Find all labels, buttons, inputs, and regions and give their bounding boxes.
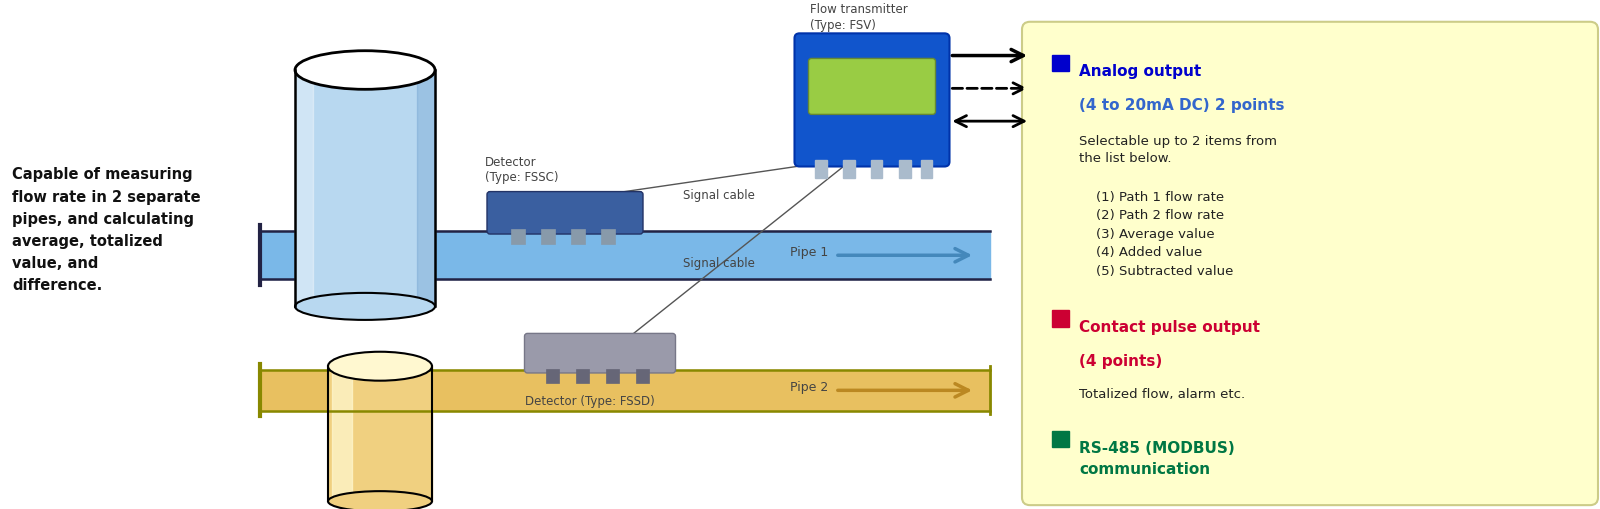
Ellipse shape (328, 352, 432, 381)
Ellipse shape (294, 293, 435, 320)
Bar (333, 366, 352, 501)
Bar (1053, 55, 1069, 72)
Bar (328, 366, 432, 501)
Bar (605, 370, 619, 383)
FancyBboxPatch shape (486, 192, 643, 235)
Bar (899, 160, 910, 179)
Bar (843, 160, 854, 179)
Bar (920, 160, 933, 179)
Bar (259, 371, 990, 411)
Bar (294, 71, 435, 307)
Bar (510, 230, 525, 244)
Bar (814, 160, 827, 179)
Text: Pipe 2: Pipe 2 (790, 380, 829, 393)
Bar (418, 71, 435, 307)
Ellipse shape (328, 491, 432, 509)
Text: Signal cable: Signal cable (683, 257, 755, 270)
Bar (546, 370, 558, 383)
Bar (870, 160, 883, 179)
Bar (576, 370, 589, 383)
Text: (4 points): (4 points) (1078, 353, 1162, 368)
FancyBboxPatch shape (808, 60, 936, 115)
Bar (541, 230, 555, 244)
Text: Detector
(Type: FSSC): Detector (Type: FSSC) (485, 156, 558, 184)
Text: Pipe 1: Pipe 1 (790, 245, 829, 259)
Bar (259, 232, 990, 280)
Text: Contact pulse output: Contact pulse output (1078, 319, 1261, 334)
Bar (602, 230, 614, 244)
Bar (1053, 431, 1069, 447)
Bar (1053, 310, 1069, 327)
Text: Detector (Type: FSSD): Detector (Type: FSSD) (525, 394, 654, 407)
Text: Capable of measuring
flow rate in 2 separate
pipes, and calculating
average, tot: Capable of measuring flow rate in 2 sepa… (13, 167, 200, 293)
Text: (4 to 20mA DC) 2 points: (4 to 20mA DC) 2 points (1078, 98, 1285, 113)
FancyBboxPatch shape (525, 334, 675, 373)
Bar (635, 370, 648, 383)
Ellipse shape (294, 51, 435, 90)
Text: Analog output: Analog output (1078, 64, 1202, 79)
Text: Signal cable: Signal cable (683, 189, 755, 202)
Text: Totalized flow, alarm etc.: Totalized flow, alarm etc. (1078, 388, 1245, 401)
Bar (294, 71, 314, 307)
FancyBboxPatch shape (795, 34, 949, 167)
Text: RS-485 (MODBUS)
communication: RS-485 (MODBUS) communication (1078, 440, 1235, 475)
Text: Selectable up to 2 items from
the list below.: Selectable up to 2 items from the list b… (1078, 134, 1277, 165)
Bar (571, 230, 586, 244)
Text: Flow transmitter
(Type: FSV): Flow transmitter (Type: FSV) (810, 3, 907, 33)
Text: (1) Path 1 flow rate
    (2) Path 2 flow rate
    (3) Average value
    (4) Adde: (1) Path 1 flow rate (2) Path 2 flow rat… (1078, 190, 1234, 277)
FancyBboxPatch shape (1022, 23, 1598, 505)
